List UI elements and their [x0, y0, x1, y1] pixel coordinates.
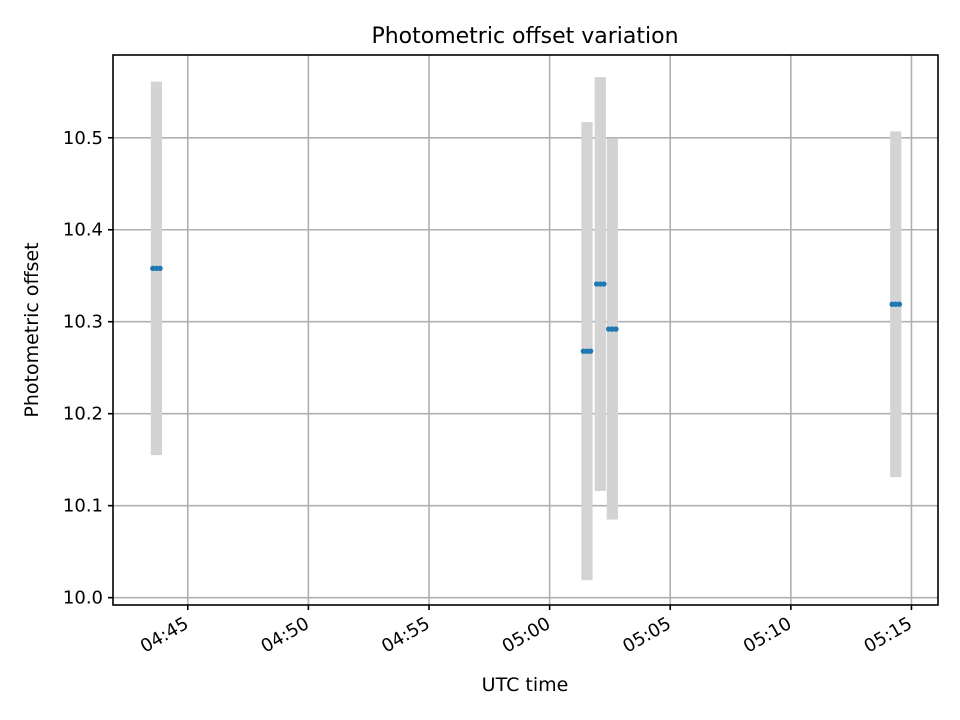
y-tick-label: 10.5 [63, 128, 103, 149]
chart-title: Photometric offset variation [371, 24, 678, 49]
x-axis-label: UTC time [482, 674, 569, 696]
data-point [587, 348, 594, 354]
y-tick-label: 10.4 [63, 220, 103, 241]
data-point-layer [150, 265, 903, 354]
data-point [157, 265, 163, 272]
y-tick-label: 10.0 [63, 588, 103, 609]
y-tick-label: 10.1 [63, 496, 103, 517]
y-axis-label: Photometric offset [21, 242, 43, 417]
data-point [601, 281, 607, 287]
plot-frame [112, 54, 939, 606]
data-point [613, 326, 619, 332]
y-tick-label: 10.2 [63, 404, 103, 425]
y-tick-label: 10.3 [63, 312, 103, 333]
grid-layer [113, 55, 938, 605]
data-point [896, 301, 903, 307]
